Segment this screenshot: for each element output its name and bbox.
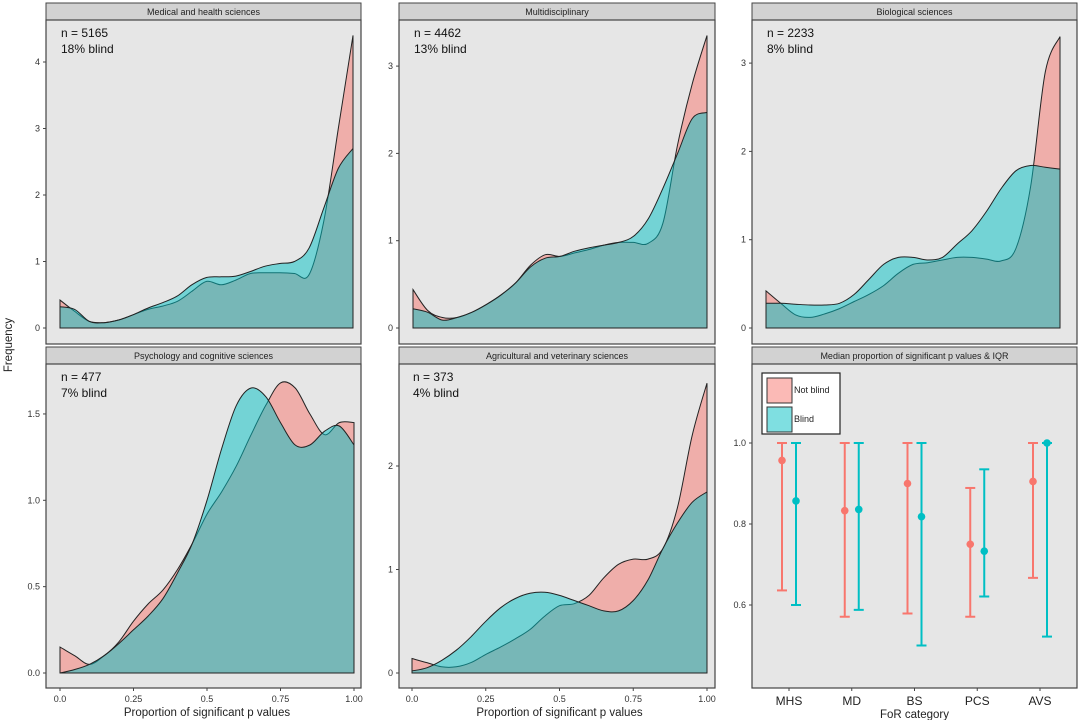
legend-key-not-blind xyxy=(766,377,793,404)
legend-key-blind xyxy=(766,406,793,433)
median-point xyxy=(903,479,912,488)
median-point xyxy=(917,512,926,521)
errorbar-blind xyxy=(1042,439,1052,638)
median-point xyxy=(1043,439,1051,447)
y-tick-label: 1 xyxy=(388,236,393,246)
panel-annotation: 13% blind xyxy=(414,42,467,56)
panel-annotation: n = 373 xyxy=(413,370,454,384)
errorbar-not-blind xyxy=(902,442,913,615)
panel-title: Medical and health sciences xyxy=(147,7,261,17)
y-tick-label: 0.5 xyxy=(27,582,40,592)
y-tick-label: 2 xyxy=(388,461,393,471)
panel-annotation: n = 477 xyxy=(61,370,102,384)
panel-title: Biological sciences xyxy=(876,7,953,17)
errorbar-blind xyxy=(916,442,927,647)
y-tick-label: 1 xyxy=(388,565,393,575)
density-blind xyxy=(59,146,354,329)
errorbar-blind xyxy=(979,468,990,598)
errorbar-not-blind xyxy=(839,442,850,618)
x-tick-label: 0.25 xyxy=(477,694,495,704)
x-tick-label: 0.25 xyxy=(125,694,143,704)
y-tick-label: 1.0 xyxy=(733,438,746,448)
y-tick-label: 2 xyxy=(388,148,393,158)
category-label: MD xyxy=(842,694,861,708)
y-tick-label: 2 xyxy=(35,190,40,200)
x-tick-label: 0.5 xyxy=(201,694,214,704)
category-label: MHS xyxy=(776,694,803,708)
category-label: BS xyxy=(906,694,922,708)
y-tick-label: 3 xyxy=(741,58,746,68)
panel-annotation: 18% blind xyxy=(61,42,114,56)
panel-annotation: n = 4462 xyxy=(414,26,461,40)
x-tick-label: 0.0 xyxy=(54,694,67,704)
panel-2: Multidisciplinary n = 4462 13% blind 0 1 2 3 xyxy=(388,2,716,345)
x-tick-label: 0.0 xyxy=(406,694,419,704)
panel-title: Agricultural and veterinary sciences xyxy=(486,351,629,361)
density-blind xyxy=(765,164,1061,329)
panel-6: Median proportion of significant p value… xyxy=(733,346,1078,720)
y-tick-label: 2 xyxy=(741,146,746,156)
legend-label: Not blind xyxy=(794,385,830,395)
y-tick-label: 0 xyxy=(741,323,746,333)
y-tick-label: 0.8 xyxy=(733,519,746,529)
legend-label: Blind xyxy=(794,414,814,424)
panel-1: Medical and health sciences n = 5165 18% b… xyxy=(35,2,362,345)
y-tick-label: 1 xyxy=(741,235,746,245)
panel-annotation: 8% blind xyxy=(767,42,813,56)
y-axis-label: Frequency xyxy=(3,318,15,373)
y-tick-label: 3 xyxy=(388,61,393,71)
panel-title: Median proportion of significant p value… xyxy=(820,351,1009,361)
x-tick-label: 1.00 xyxy=(345,694,363,704)
y-tick-label: 1.5 xyxy=(27,409,40,419)
legend: Not blind Blind xyxy=(761,372,841,435)
y-tick-label: 0.6 xyxy=(733,600,746,610)
x-axis-label: Proportion of significant p values xyxy=(124,707,290,719)
panel-annotation: n = 2233 xyxy=(767,26,814,40)
x-axis-label: FoR category xyxy=(880,709,949,720)
panel-3: Biological sciences n = 2233 8% blind 0 1 2 3 xyxy=(741,2,1078,345)
density-blind xyxy=(412,111,708,329)
median-point xyxy=(792,497,800,505)
y-tick-label: 1.0 xyxy=(27,495,40,505)
y-tick-label: 4 xyxy=(35,57,40,67)
median-point xyxy=(854,505,863,514)
errorbar-not-blind xyxy=(965,486,976,618)
panel-4: Psychology and cognitive sciences n = 477… xyxy=(27,346,363,719)
panel-5: Agricultural and veterinary sciences n = … xyxy=(388,346,716,719)
panel-title: Multidisciplinary xyxy=(525,7,589,17)
median-point xyxy=(966,540,975,549)
panel-annotation: 4% blind xyxy=(413,386,459,400)
errorbar-not-blind xyxy=(777,442,787,592)
category-label: PCS xyxy=(965,694,990,708)
errorbar-not-blind xyxy=(1028,442,1038,579)
median-point xyxy=(1029,477,1037,486)
panel-title: Psychology and cognitive sciences xyxy=(134,351,274,361)
x-tick-label: 0.75 xyxy=(272,694,290,704)
x-tick-label: 0.5 xyxy=(553,694,566,704)
y-tick-label: 0 xyxy=(388,323,393,333)
panel-annotation: 7% blind xyxy=(61,386,107,400)
median-point xyxy=(840,506,849,515)
y-tick-label: 3 xyxy=(35,124,40,134)
density-blind xyxy=(59,387,355,674)
median-point xyxy=(980,547,989,555)
errorbar-blind xyxy=(853,442,864,611)
x-tick-label: 1.00 xyxy=(698,694,716,704)
median-point xyxy=(778,456,786,465)
x-tick-label: 0.75 xyxy=(624,694,642,704)
errorbar-blind xyxy=(791,442,801,606)
y-tick-label: 0 xyxy=(35,323,40,333)
y-tick-label: 0 xyxy=(388,668,393,678)
y-tick-label: 0.0 xyxy=(27,668,40,678)
panel-annotation: n = 5165 xyxy=(61,26,108,40)
y-tick-label: 1 xyxy=(35,257,40,267)
density-blind xyxy=(411,490,708,674)
category-label: AVS xyxy=(1028,694,1051,708)
x-axis-label: Proportion of significant p values xyxy=(476,707,642,719)
